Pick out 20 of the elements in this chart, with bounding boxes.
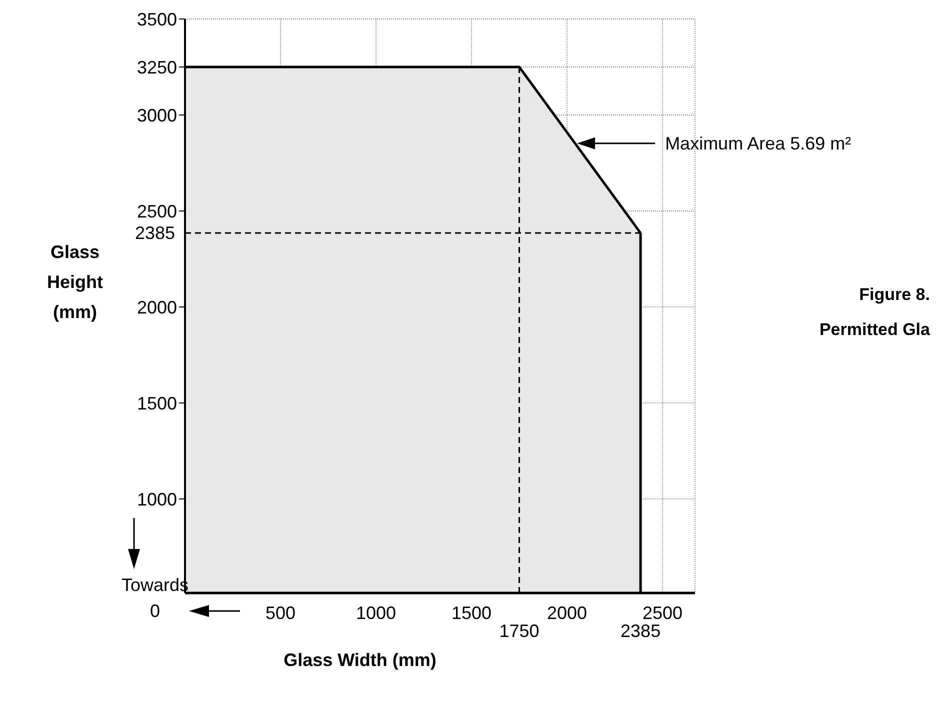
x-tick-label: 1500 (451, 603, 492, 623)
y-tick-label: 1500 (136, 393, 177, 414)
x-tick-label: 500 (265, 603, 296, 623)
x-tick-label: 1000 (356, 603, 396, 623)
y-tick-label: 3000 (136, 105, 177, 126)
y-tick-label: 3250 (136, 57, 177, 78)
y-tick-label: 1000 (136, 489, 177, 510)
annotation: Maximum Area 5.69 m² (665, 133, 852, 154)
x-tick-label: 2500 (642, 603, 683, 623)
y-tick-label: 3500 (136, 9, 177, 30)
x-tick-label: 2000 (547, 603, 588, 623)
y-tick-label: 2000 (136, 297, 177, 318)
ref-line-label: 2385 (134, 223, 175, 244)
ref-line-label: 1750 (499, 621, 540, 641)
y-tick-label: 2500 (136, 201, 177, 222)
ref-line-label: 2385 (620, 621, 661, 641)
text: Figure 8. (859, 285, 930, 304)
y-axis-title: Glass Height (mm) (47, 242, 103, 322)
text: Permitted Gla (819, 320, 931, 339)
x-axis-title: Glass Width (mm) (284, 650, 436, 670)
